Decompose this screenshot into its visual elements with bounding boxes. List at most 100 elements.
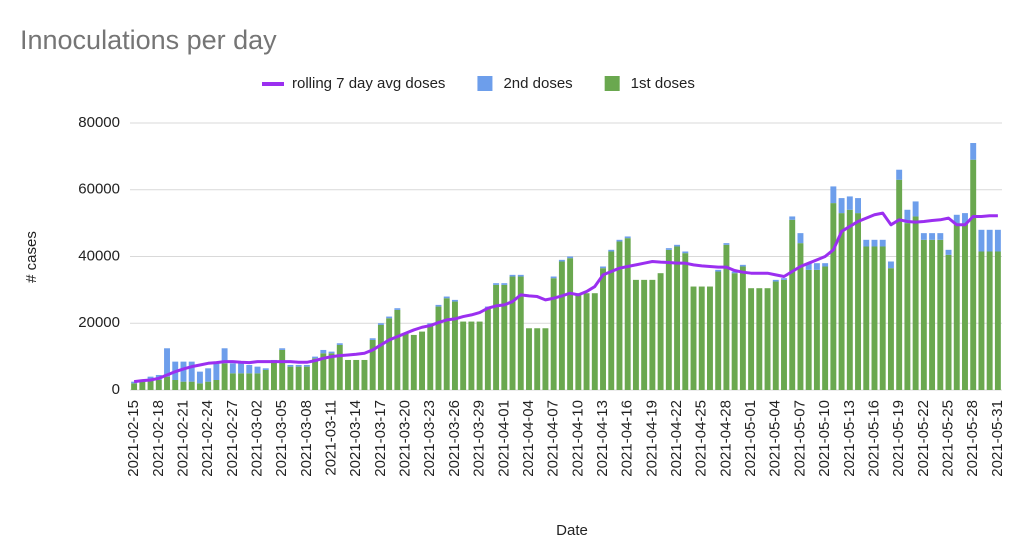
- x-tick-label: 2021-05-19: [890, 400, 907, 477]
- bar-segment: [246, 373, 253, 390]
- bar-segment: [731, 271, 738, 274]
- bar-segment: [221, 363, 228, 390]
- bar-segment: [772, 279, 779, 282]
- x-tick-label: 2021-05-28: [964, 400, 981, 477]
- bar-segment: [221, 348, 228, 364]
- bar-segment: [970, 143, 977, 160]
- bar-segment: [312, 358, 319, 390]
- bar-segment: [567, 258, 574, 390]
- bar-segment: [180, 381, 187, 390]
- bar-segment: [871, 239, 878, 247]
- bar-segment: [164, 348, 170, 377]
- x-tick-label: 2021-05-22: [915, 400, 932, 477]
- bar-segment: [608, 249, 615, 252]
- bar-segment: [369, 339, 376, 390]
- bar-segment: [953, 223, 960, 390]
- x-tick-label: 2021-04-25: [693, 400, 710, 477]
- bar-segment: [739, 266, 746, 390]
- bar-segment: [723, 244, 730, 390]
- bar-segment: [715, 271, 722, 390]
- legend: rolling 7 day avg doses 2nd doses 1st dose…: [262, 75, 695, 92]
- bar-segment: [879, 246, 886, 390]
- x-tick-label: 2021-03-17: [372, 400, 389, 477]
- bar-segment: [188, 381, 195, 390]
- x-tick-label: 2021-02-24: [199, 400, 216, 477]
- bar-segment: [920, 239, 927, 390]
- bar-segment: [172, 379, 179, 390]
- bar-segment: [805, 269, 812, 390]
- bar-segment: [929, 233, 936, 240]
- x-tick-label: 2021-04-07: [545, 400, 562, 477]
- legend-swatch: [604, 76, 620, 91]
- bar-segment: [772, 281, 779, 390]
- bar-segment: [600, 268, 606, 390]
- x-tick-label: 2021-04-10: [569, 400, 586, 477]
- bar-segment: [567, 256, 574, 259]
- bar-segment: [229, 363, 236, 374]
- x-tick-label: 2021-04-04: [520, 400, 537, 477]
- bar-segment: [386, 318, 393, 390]
- bar-segment: [558, 259, 565, 262]
- bar-segment: [978, 229, 985, 252]
- bar-segment: [904, 223, 911, 390]
- legend-swatch: [477, 76, 493, 91]
- bar-segment: [846, 196, 853, 210]
- bar-segment: [945, 249, 952, 255]
- bar-segment: [855, 213, 861, 390]
- x-tick-label: 2021-03-02: [248, 400, 265, 477]
- bar-segment: [451, 299, 458, 302]
- bar-segment: [517, 274, 524, 277]
- bar-segment: [534, 328, 541, 390]
- bar-segment: [493, 283, 500, 285]
- x-tick-label: 2021-03-11: [323, 400, 340, 476]
- x-tick-label: 2021-05-01: [742, 400, 759, 477]
- bar-segment: [295, 364, 302, 367]
- bar-segment: [443, 298, 450, 390]
- bar-segment: [822, 266, 829, 390]
- bar-segment: [542, 328, 549, 390]
- bar-segment: [279, 349, 286, 390]
- x-tick-label: 2021-05-07: [791, 400, 808, 477]
- bar-segment: [748, 288, 755, 390]
- bar-segment: [320, 353, 327, 390]
- x-tick-label: 2021-05-31: [989, 400, 1006, 477]
- bar-segment: [394, 309, 401, 390]
- bar-segment: [205, 368, 212, 382]
- bar-segment: [139, 381, 146, 390]
- x-tick-label: 2021-03-05: [273, 400, 290, 477]
- x-tick-label: 2021-02-18: [150, 400, 167, 477]
- bar-segment: [476, 321, 483, 390]
- bar-segment: [427, 324, 434, 390]
- legend-label: 1st doses: [631, 75, 695, 92]
- bar-segment: [262, 369, 269, 390]
- bar-segment: [600, 266, 606, 269]
- bar-segment: [435, 304, 442, 307]
- x-tick-label: 2021-05-16: [865, 400, 882, 477]
- bar-segment: [715, 269, 722, 272]
- bar-segment: [962, 213, 968, 224]
- bar-segment: [994, 229, 1001, 252]
- bar-segment: [312, 356, 319, 359]
- bar-segment: [657, 273, 664, 390]
- bar-segment: [509, 276, 516, 390]
- bar-segment: [739, 264, 746, 267]
- x-tick-label: 2021-04-16: [619, 400, 636, 477]
- bar-segment: [460, 321, 467, 390]
- bar-segment: [986, 229, 993, 252]
- x-tick-label: 2021-03-14: [347, 400, 364, 477]
- bar-segment: [616, 241, 623, 390]
- bar-segment: [435, 306, 442, 390]
- bar-segment: [937, 233, 944, 240]
- bar-segment: [838, 213, 845, 390]
- bar-segment: [196, 383, 203, 390]
- bar-segment: [320, 349, 327, 354]
- bar-segment: [550, 276, 557, 279]
- bar-segment: [789, 216, 796, 220]
- bar-segment: [797, 233, 804, 244]
- x-tick-label: 2021-02-21: [174, 400, 191, 477]
- bar-segment: [962, 223, 968, 390]
- legend-label: 2nd doses: [503, 75, 572, 92]
- bar-segment: [887, 261, 894, 269]
- bar-segment: [164, 376, 170, 390]
